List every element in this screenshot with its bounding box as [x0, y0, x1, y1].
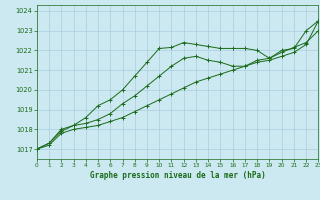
X-axis label: Graphe pression niveau de la mer (hPa): Graphe pression niveau de la mer (hPa)	[90, 171, 266, 180]
